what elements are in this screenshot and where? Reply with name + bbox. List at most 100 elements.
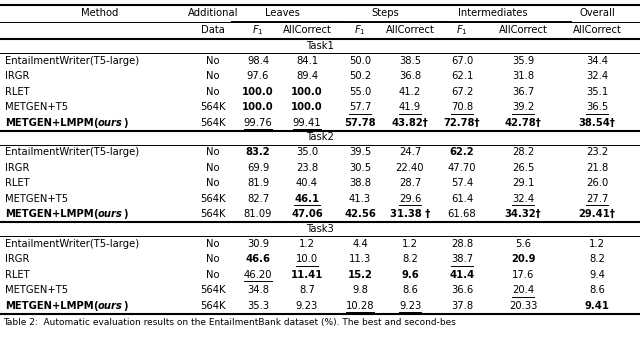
Text: 4.4: 4.4 xyxy=(352,239,368,249)
Text: 62.2: 62.2 xyxy=(450,147,474,157)
Text: 39.2: 39.2 xyxy=(512,102,534,112)
Text: 9.23: 9.23 xyxy=(296,301,318,311)
Text: METGEN+T5: METGEN+T5 xyxy=(5,285,68,295)
Text: 72.78†: 72.78† xyxy=(444,118,480,128)
Text: 67.0: 67.0 xyxy=(451,56,473,66)
Text: METGEN+LMPM: METGEN+LMPM xyxy=(5,301,93,311)
Text: 8.2: 8.2 xyxy=(589,254,605,264)
Text: 36.5: 36.5 xyxy=(586,102,608,112)
Text: 28.8: 28.8 xyxy=(451,239,473,249)
Text: 20.33: 20.33 xyxy=(509,301,537,311)
Text: 23.2: 23.2 xyxy=(586,147,608,157)
Text: Task3: Task3 xyxy=(306,224,334,234)
Text: 29.1: 29.1 xyxy=(512,178,534,188)
Text: ours: ours xyxy=(98,209,123,219)
Text: 38.8: 38.8 xyxy=(349,178,371,188)
Text: Leaves: Leaves xyxy=(265,8,300,18)
Text: 29.6: 29.6 xyxy=(399,194,421,204)
Text: No: No xyxy=(206,239,220,249)
Text: AllCorrect: AllCorrect xyxy=(499,25,547,35)
Text: 100.0: 100.0 xyxy=(242,102,274,112)
Text: No: No xyxy=(206,56,220,66)
Text: 83.2: 83.2 xyxy=(246,147,270,157)
Text: 564K: 564K xyxy=(200,209,226,219)
Text: 564K: 564K xyxy=(200,301,226,311)
Text: 35.3: 35.3 xyxy=(247,301,269,311)
Text: 41.9: 41.9 xyxy=(399,102,421,112)
Text: No: No xyxy=(206,87,220,97)
Text: 98.4: 98.4 xyxy=(247,56,269,66)
Text: 38.54†: 38.54† xyxy=(579,118,616,128)
Text: 47.06: 47.06 xyxy=(291,209,323,219)
Text: 99.76: 99.76 xyxy=(244,118,273,128)
Text: 23.8: 23.8 xyxy=(296,163,318,173)
Text: 32.4: 32.4 xyxy=(512,194,534,204)
Text: Table 2:  Automatic evaluation results on the EntailmentBank dataset (%). The be: Table 2: Automatic evaluation results on… xyxy=(3,318,456,327)
Text: (: ( xyxy=(93,301,98,311)
Text: No: No xyxy=(206,163,220,173)
Text: RLET: RLET xyxy=(5,87,29,97)
Text: EntailmentWriter(T5-large): EntailmentWriter(T5-large) xyxy=(5,56,139,66)
Text: 30.9: 30.9 xyxy=(247,239,269,249)
Text: Task2: Task2 xyxy=(306,132,334,143)
Text: 27.7: 27.7 xyxy=(586,194,608,204)
Text: No: No xyxy=(206,147,220,157)
Text: $F_1$: $F_1$ xyxy=(354,23,366,37)
Text: 20.4: 20.4 xyxy=(512,285,534,295)
Text: 34.32†: 34.32† xyxy=(505,209,541,219)
Text: 29.41†: 29.41† xyxy=(579,209,616,219)
Text: 9.6: 9.6 xyxy=(401,270,419,280)
Text: Additional: Additional xyxy=(188,8,238,18)
Text: 17.6: 17.6 xyxy=(512,270,534,280)
Text: 46.6: 46.6 xyxy=(246,254,271,264)
Text: 61.68: 61.68 xyxy=(448,209,476,219)
Text: 1.2: 1.2 xyxy=(402,239,418,249)
Text: 81.9: 81.9 xyxy=(247,178,269,188)
Text: 21.8: 21.8 xyxy=(586,163,608,173)
Text: 89.4: 89.4 xyxy=(296,71,318,81)
Text: 50.0: 50.0 xyxy=(349,56,371,66)
Text: No: No xyxy=(206,270,220,280)
Text: 8.6: 8.6 xyxy=(402,285,418,295)
Text: No: No xyxy=(206,254,220,264)
Text: 28.7: 28.7 xyxy=(399,178,421,188)
Text: 564K: 564K xyxy=(200,118,226,128)
Text: 1.2: 1.2 xyxy=(299,239,315,249)
Text: 37.8: 37.8 xyxy=(451,301,473,311)
Text: 10.0: 10.0 xyxy=(296,254,318,264)
Text: 9.41: 9.41 xyxy=(584,301,609,311)
Text: 9.8: 9.8 xyxy=(352,285,368,295)
Text: METGEN+T5: METGEN+T5 xyxy=(5,194,68,204)
Text: 36.6: 36.6 xyxy=(451,285,473,295)
Text: 100.0: 100.0 xyxy=(291,102,323,112)
Text: EntailmentWriter(T5-large): EntailmentWriter(T5-large) xyxy=(5,147,139,157)
Text: 50.2: 50.2 xyxy=(349,71,371,81)
Text: 5.6: 5.6 xyxy=(515,239,531,249)
Text: 9.4: 9.4 xyxy=(589,270,605,280)
Text: Method: Method xyxy=(81,8,118,18)
Text: AllCorrect: AllCorrect xyxy=(283,25,332,35)
Text: 69.9: 69.9 xyxy=(247,163,269,173)
Text: 100.0: 100.0 xyxy=(291,87,323,97)
Text: Steps: Steps xyxy=(371,8,399,18)
Text: ): ) xyxy=(123,209,127,219)
Text: 43.82†: 43.82† xyxy=(392,118,428,128)
Text: 57.7: 57.7 xyxy=(349,102,371,112)
Text: METGEN+LMPM: METGEN+LMPM xyxy=(5,118,93,128)
Text: ): ) xyxy=(123,301,127,311)
Text: 41.3: 41.3 xyxy=(349,194,371,204)
Text: 61.4: 61.4 xyxy=(451,194,473,204)
Text: 11.3: 11.3 xyxy=(349,254,371,264)
Text: 35.9: 35.9 xyxy=(512,56,534,66)
Text: 36.7: 36.7 xyxy=(512,87,534,97)
Text: 41.2: 41.2 xyxy=(399,87,421,97)
Text: 564K: 564K xyxy=(200,194,226,204)
Text: 34.8: 34.8 xyxy=(247,285,269,295)
Text: 41.4: 41.4 xyxy=(449,270,475,280)
Text: 564K: 564K xyxy=(200,285,226,295)
Text: 32.4: 32.4 xyxy=(586,71,608,81)
Text: No: No xyxy=(206,178,220,188)
Text: 9.23: 9.23 xyxy=(399,301,421,311)
Text: 31.38 †: 31.38 † xyxy=(390,209,430,219)
Text: 84.1: 84.1 xyxy=(296,56,318,66)
